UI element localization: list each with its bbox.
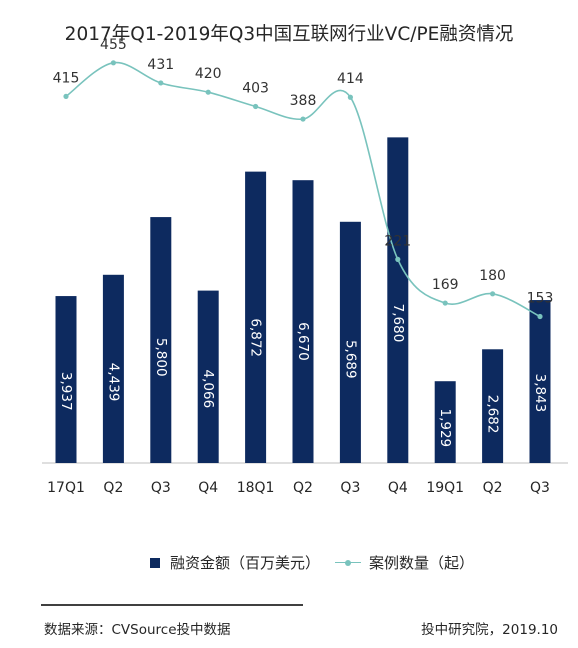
bar-value-label: 5,689 xyxy=(342,340,358,379)
bar xyxy=(482,349,504,463)
x-tick-label: Q3 xyxy=(340,480,360,496)
footer-divider xyxy=(41,604,303,606)
bar xyxy=(150,217,172,463)
legend-item-count: 案例数量（起） xyxy=(335,552,474,573)
bar-value-label: 3,937 xyxy=(58,372,74,411)
line-point xyxy=(110,60,116,66)
bar xyxy=(434,381,456,463)
bar-value-label: 2,682 xyxy=(485,395,501,434)
x-tick-label: 19Q1 xyxy=(426,480,464,496)
legend-item-amount: 融资金额（百万美元） xyxy=(150,552,320,573)
line-value-label: 403 xyxy=(242,80,269,96)
bar xyxy=(387,137,409,464)
chart-plot: 3,937 4,439 5,800 4,066 6,872 6,670 5,689 7,680… xyxy=(42,37,568,496)
bar xyxy=(292,180,314,463)
line-value-label: 169 xyxy=(432,277,459,293)
bar xyxy=(55,296,77,463)
line-value-label: 420 xyxy=(195,66,222,82)
line-value-label: 388 xyxy=(290,93,317,109)
publisher-note: 投中研究院，2019.10 xyxy=(421,622,558,638)
source-note: 数据来源：CVSource投中数据 xyxy=(44,622,231,638)
line-point xyxy=(63,93,69,99)
chart-title: 2017年Q1-2019年Q3中国互联网行业VC/PE融资情况 xyxy=(64,24,514,45)
bar-value-label: 7,680 xyxy=(390,304,406,343)
line-point xyxy=(300,116,306,122)
x-tick-label: Q2 xyxy=(103,480,123,496)
x-tick-label: Q4 xyxy=(198,480,218,496)
legend-swatch-bar xyxy=(150,557,160,568)
legend-label-amount: 融资金额（百万美元） xyxy=(170,554,321,572)
line-value-label: 415 xyxy=(53,70,80,86)
x-tick-label: 17Q1 xyxy=(47,480,85,496)
legend-swatch-line xyxy=(335,558,361,568)
line-point xyxy=(395,256,401,262)
line-value-label: 414 xyxy=(337,71,364,87)
x-tick-label: Q2 xyxy=(483,480,503,496)
bar xyxy=(339,221,361,463)
line-value-label: 455 xyxy=(100,37,127,53)
line-point xyxy=(537,313,543,320)
bar-value-label: 4,439 xyxy=(105,363,121,402)
line-point xyxy=(253,103,259,110)
line-point xyxy=(490,291,496,297)
bar xyxy=(245,171,267,463)
bar-value-label: 3,843 xyxy=(532,374,548,413)
line-point xyxy=(442,300,448,306)
x-tick-label: Q4 xyxy=(388,480,408,496)
x-tick-label: Q3 xyxy=(151,480,171,496)
bar xyxy=(529,300,551,463)
line-value-label: 180 xyxy=(479,268,506,284)
bar-value-label: 6,670 xyxy=(295,322,311,361)
bar xyxy=(197,290,219,463)
line-value-label: 431 xyxy=(147,57,174,73)
line-point xyxy=(347,94,353,100)
bar-value-label: 5,800 xyxy=(153,338,169,377)
line-point xyxy=(205,89,211,95)
bar-value-label: 1,929 xyxy=(437,409,453,448)
bar xyxy=(102,274,124,463)
legend: 融资金额（百万美元） 案例数量（起） xyxy=(0,552,578,576)
line-value-label: 221 xyxy=(384,233,411,249)
bar-value-label: 6,872 xyxy=(248,318,264,357)
legend-label-count: 案例数量（起） xyxy=(369,554,475,572)
bar-value-label: 4,066 xyxy=(200,370,216,409)
x-tick-label: Q3 xyxy=(530,480,550,496)
case-count-line xyxy=(65,61,541,318)
line-value-label: 153 xyxy=(527,290,554,306)
x-tick-label: Q2 xyxy=(293,480,313,496)
line-point xyxy=(158,80,164,86)
x-tick-label: 18Q1 xyxy=(237,480,275,496)
